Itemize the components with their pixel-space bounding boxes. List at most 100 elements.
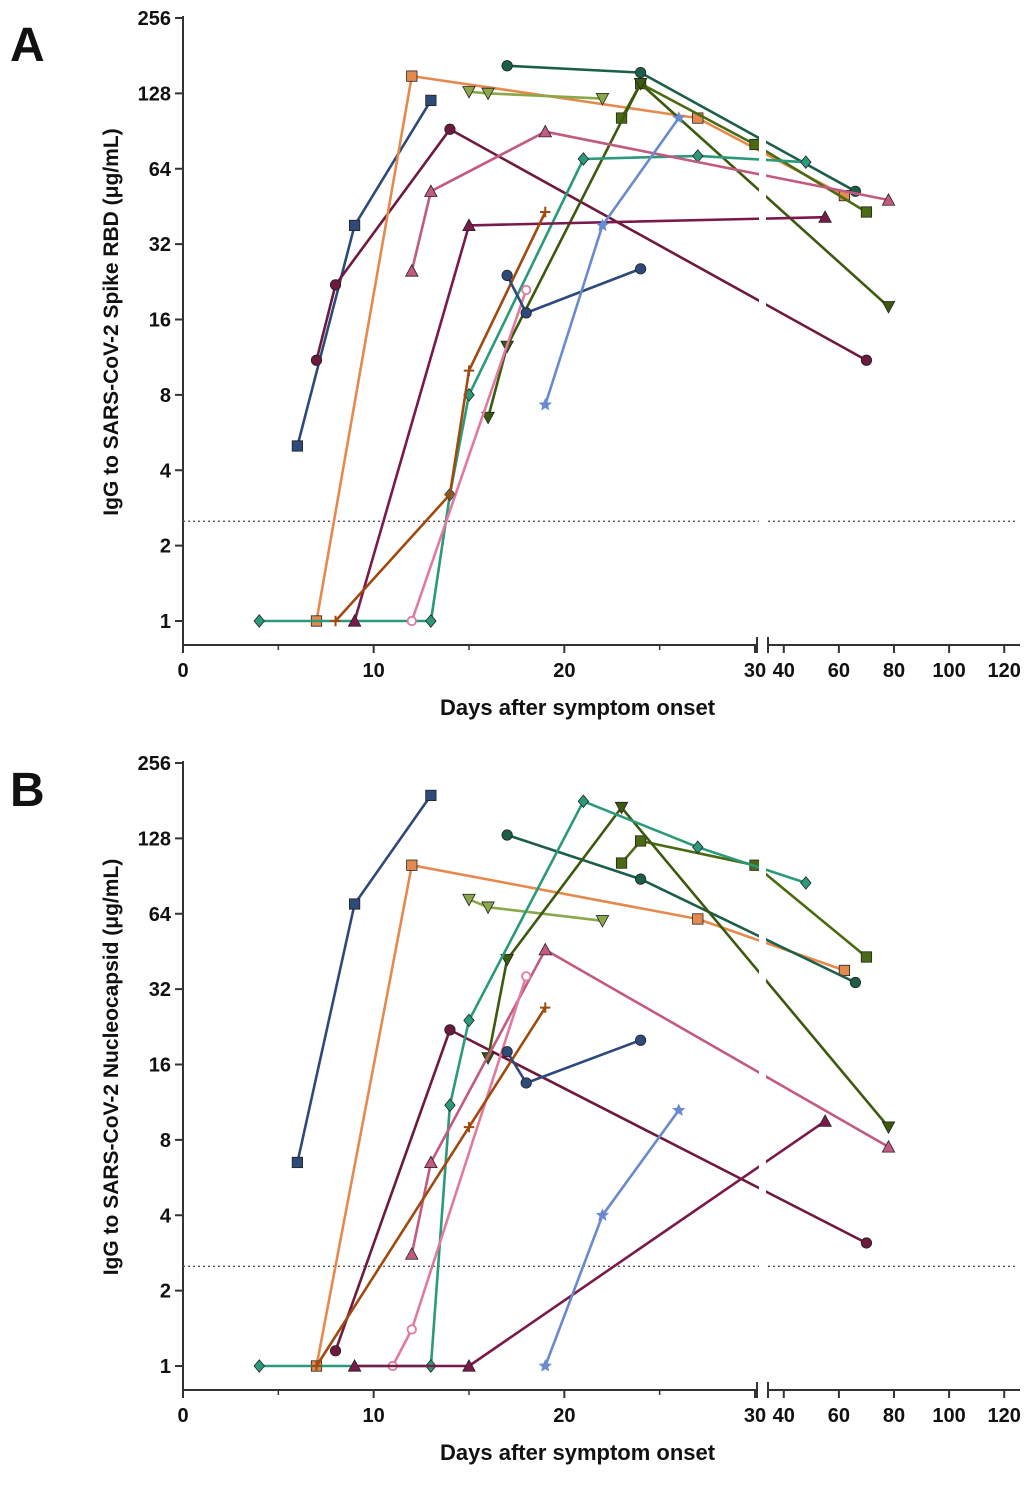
data-point [291,1156,304,1169]
y-tick-label: 4 [160,460,172,482]
series-b-11 [311,1002,551,1372]
series-line [259,154,806,623]
data-point [423,184,438,197]
x-tick-label: 80 [883,660,905,682]
data-point [818,210,832,223]
data-point [444,489,456,500]
series-a-7 [253,149,812,628]
data-point [501,269,513,282]
series-a-5 [615,78,873,218]
y-tick-label: 32 [149,979,171,1001]
x-tick-label: 40 [773,1405,795,1427]
series-a-12 [501,263,647,319]
x-tick-label: 80 [883,1405,905,1427]
y-tick-label: 64 [149,159,172,181]
series-a-1 [310,123,873,366]
x-tick-label: 10 [363,1405,385,1427]
series-line [620,839,868,959]
series-line [505,1038,642,1085]
data-point [538,124,553,138]
data-point [634,66,647,79]
data-point [595,1208,610,1221]
series-line [353,215,826,622]
series-line [315,128,868,362]
data-point [634,1034,647,1046]
y-tick-label: 1 [160,611,171,633]
y-tick-label: 16 [149,1055,171,1077]
series-a-4 [462,86,610,106]
data-point [520,307,532,319]
data-point [444,1024,456,1036]
series-a-10 [347,210,832,627]
axes-b: 1 2 4 8 16 32 64 128 256 0 10 20 30 40 60 80 100 120 [138,753,1021,1427]
data-point [481,411,495,425]
series-a-13 [538,111,686,411]
data-point [595,92,610,106]
chart-a: 1 2 4 8 16 32 64 128 256 0 10 20 30 40 60 80 100 120 [138,8,1021,682]
data-point [595,915,610,928]
series-line [410,289,528,622]
series-b-13 [538,1103,686,1372]
data-point [463,1013,475,1028]
series-a-0 [291,94,437,452]
data-point [615,857,628,869]
axis-break-gap [759,763,766,1386]
series-line [334,211,547,622]
data-point [425,789,437,802]
series-b-0 [291,789,437,1169]
data-point [672,1103,686,1116]
data-point [311,1360,322,1372]
data-point [538,942,553,956]
y-tick-label: 16 [149,310,171,332]
data-point [462,1358,476,1372]
data-point [881,192,896,206]
series-b-5 [615,835,873,963]
series-line [259,799,807,1368]
axes-a: 1 2 4 8 16 32 64 128 256 0 10 20 30 40 60 80 100 120 [138,8,1021,682]
x-tick-label: 30 [744,660,766,682]
series-a-3 [501,60,862,197]
y-tick-label: 2 [160,536,171,558]
x-axis-label-b: Days after symptom onset [440,1440,716,1465]
data-point [692,840,704,855]
series-b-3 [501,829,862,989]
x-tick-label: 120 [988,660,1021,682]
series-b-4 [462,893,610,928]
data-point [329,1345,342,1357]
y-tick-label: 128 [138,83,171,105]
y-tick-label: 8 [160,1130,171,1152]
x-tick-label: 20 [553,1405,575,1427]
data-point [423,1155,438,1169]
data-point [521,971,532,982]
data-point [881,301,896,314]
data-point [521,284,532,296]
data-point [881,1139,896,1153]
chart-b: 1 2 4 8 16 32 64 128 256 0 10 20 30 40 60 80 100 120 [138,753,1021,1427]
data-point [330,615,341,627]
data-point [860,206,873,218]
series-line [410,948,890,1255]
data-point [634,873,647,885]
data-point [635,835,647,847]
series-b-10 [347,1114,832,1372]
y-tick-label: 256 [138,8,171,30]
data-point [425,94,437,106]
data-point [348,898,361,910]
data-point [329,279,342,291]
data-point [520,1077,532,1089]
data-point [860,354,873,366]
data-point [253,1359,265,1373]
panel-a: A IgG to SARS-CoV-2 Spike RBD (μg/mL) Da… [0,0,1031,740]
data-point [540,206,551,218]
series-line [410,130,889,272]
data-point [462,218,476,232]
data-point [634,263,647,275]
series-b-1 [329,1024,873,1357]
x-tick-label: 40 [773,660,795,682]
data-point [406,859,418,871]
data-point [692,913,704,925]
x-tick-label: 0 [177,660,188,682]
data-point [595,218,610,232]
data-point [849,976,862,989]
y-tick-label: 128 [138,828,171,850]
